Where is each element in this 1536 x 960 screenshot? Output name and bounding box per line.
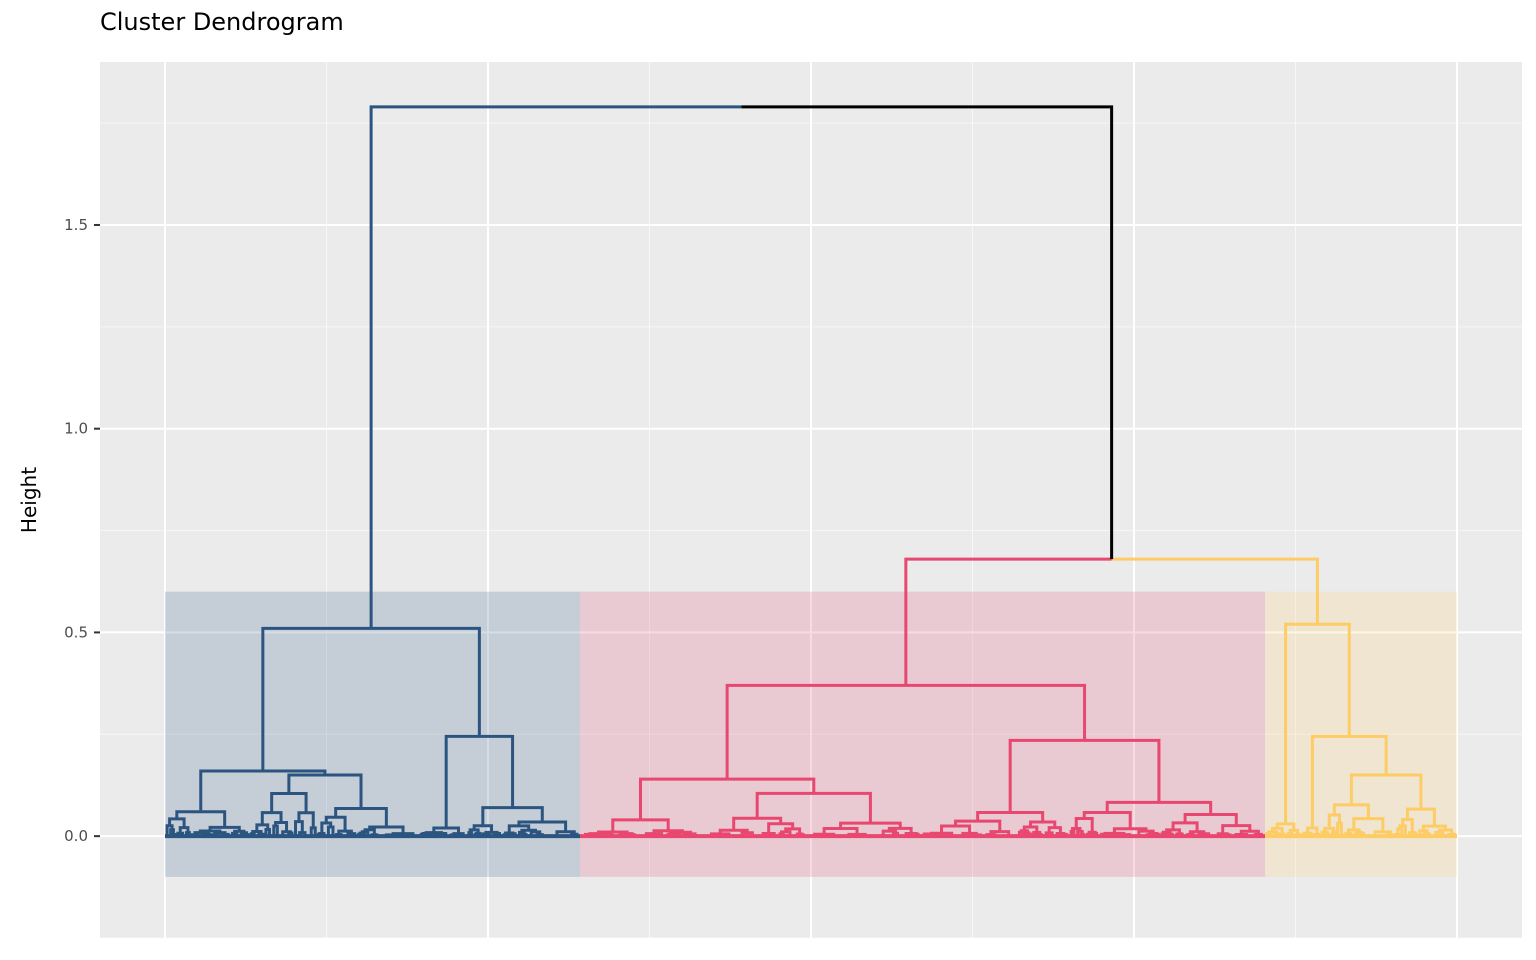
dendrogram-branch xyxy=(281,830,292,837)
dendrogram-branch xyxy=(368,825,405,834)
dendrogram-branch xyxy=(638,777,816,820)
cluster-rectangle xyxy=(580,591,1265,877)
chart-title: Cluster Dendrogram xyxy=(100,8,344,36)
dendrogram-branch xyxy=(976,811,1045,822)
dendrogram-branch xyxy=(233,829,246,834)
dendrogram-branch xyxy=(588,832,609,836)
dendrogram-branch xyxy=(369,105,742,629)
dendrogram-branch xyxy=(1071,826,1082,832)
dendrogram-branch xyxy=(1105,800,1213,815)
dendrogram-branch xyxy=(1103,831,1126,835)
dendrogram-branch xyxy=(529,830,542,837)
dendrogram-branch xyxy=(1396,827,1404,837)
dendrogram-branch xyxy=(1111,557,1319,625)
dendrogram-branch xyxy=(432,826,461,834)
dendrogram-branch xyxy=(596,830,629,834)
dendrogram-branch xyxy=(1346,828,1361,834)
dendrogram-branches xyxy=(165,105,1457,839)
dendrogram-branch xyxy=(672,830,693,834)
dendrogram-branch xyxy=(274,821,289,832)
dendrogram-branch xyxy=(198,829,222,833)
dendrogram-branch xyxy=(309,826,317,837)
dendrogram-branch xyxy=(1373,830,1393,837)
dendrogram-branch xyxy=(169,828,175,837)
dendrogram-branch xyxy=(213,831,227,835)
dendrogram-branch xyxy=(904,557,1112,686)
y-tick-label: 0.0 xyxy=(64,827,88,845)
dendrogram-branch xyxy=(504,831,515,835)
dendrogram-branch xyxy=(1306,826,1319,835)
dendrogram-branch xyxy=(520,828,537,833)
dendrogram-branch xyxy=(324,815,347,832)
dendrogram-branch xyxy=(484,830,499,834)
dendrogram-branch xyxy=(165,824,174,837)
dendrogram-branch xyxy=(1284,622,1351,824)
dendrogram-branch xyxy=(1355,831,1364,835)
dendrogram-branch xyxy=(1320,830,1329,837)
dendrogram-branch xyxy=(424,831,444,835)
y-tick-label: 1.0 xyxy=(64,420,88,438)
dendrogram-branch xyxy=(611,818,670,833)
dendrogram-branch xyxy=(1183,813,1238,826)
dendrogram-branch xyxy=(472,824,494,833)
dendrogram-branch xyxy=(1267,830,1278,834)
dendrogram-branch xyxy=(481,806,544,826)
dendrogram-branch xyxy=(178,826,190,834)
dendrogram-branch xyxy=(1137,829,1155,837)
dendrogram-branch xyxy=(1188,830,1206,835)
dendrogram-branch xyxy=(1221,824,1252,834)
dendrogram-branch xyxy=(668,831,680,835)
dendrogram-branch xyxy=(334,807,388,828)
dendrogram-branch xyxy=(199,769,327,812)
y-tick-label: 0.5 xyxy=(64,623,88,641)
dendrogram-branch xyxy=(294,820,304,837)
dendrogram-branch xyxy=(1047,826,1062,834)
y-tick-label: 1.5 xyxy=(64,216,88,234)
y-axis-title: Height xyxy=(17,467,41,533)
cluster-rectangles xyxy=(165,591,1457,877)
dendrogram-branch xyxy=(718,828,749,834)
dendrogram-branch xyxy=(741,105,1114,560)
dendrogram-branch xyxy=(1022,825,1039,833)
dendrogram-branch xyxy=(193,831,208,835)
dendrogram-branch xyxy=(1288,828,1299,835)
dendrogram-branch xyxy=(255,823,270,832)
y-axis: 0.0 0.5 1.0 1.5 xyxy=(64,216,100,845)
dendrogram-branch xyxy=(1112,827,1148,834)
dendrogram-branch xyxy=(1331,830,1337,837)
dendrogram-branch xyxy=(887,826,913,834)
dendrogram-branch xyxy=(1008,738,1161,813)
dendrogram-branch xyxy=(260,811,283,825)
